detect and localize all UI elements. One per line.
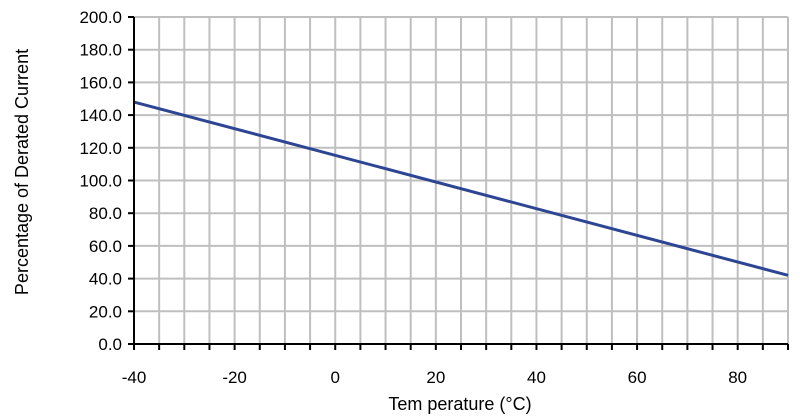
y-tick-label: 180.0 xyxy=(79,41,122,60)
y-tick-label: 20.0 xyxy=(89,302,122,321)
y-axis-title: Percentage of Derated Current xyxy=(12,49,32,295)
y-tick-label: 0.0 xyxy=(98,335,122,354)
y-tick-label: 100.0 xyxy=(79,172,122,191)
x-tick-label: -20 xyxy=(222,368,247,387)
x-tick-label: 80 xyxy=(728,368,747,387)
y-tick-label: 200.0 xyxy=(79,8,122,27)
x-tick-labels: -40 -20 0 20 40 60 80 xyxy=(122,368,747,387)
series-layer xyxy=(133,100,789,277)
x-tick-label: -40 xyxy=(122,368,147,387)
axes xyxy=(128,16,789,350)
y-tick-label: 40.0 xyxy=(89,270,122,289)
grid-lines xyxy=(134,16,789,344)
y-tick-label: 160.0 xyxy=(79,73,122,92)
series-line xyxy=(133,100,789,277)
y-tick-label: 60.0 xyxy=(89,237,122,256)
y-tick-label: 140.0 xyxy=(79,106,122,125)
x-tick-label: 20 xyxy=(426,368,445,387)
x-axis-title: Tem perature (°C) xyxy=(388,394,531,414)
x-tick-label: 40 xyxy=(527,368,546,387)
y-tick-labels: 0.0 20.0 40.0 60.0 80.0 100.0 120.0 140.0 160.0 1… xyxy=(79,8,122,354)
y-tick-label: 120.0 xyxy=(79,139,122,158)
x-tick-label: 0 xyxy=(330,368,339,387)
x-tick-label: 60 xyxy=(628,368,647,387)
y-tick-label: 80.0 xyxy=(89,204,122,223)
